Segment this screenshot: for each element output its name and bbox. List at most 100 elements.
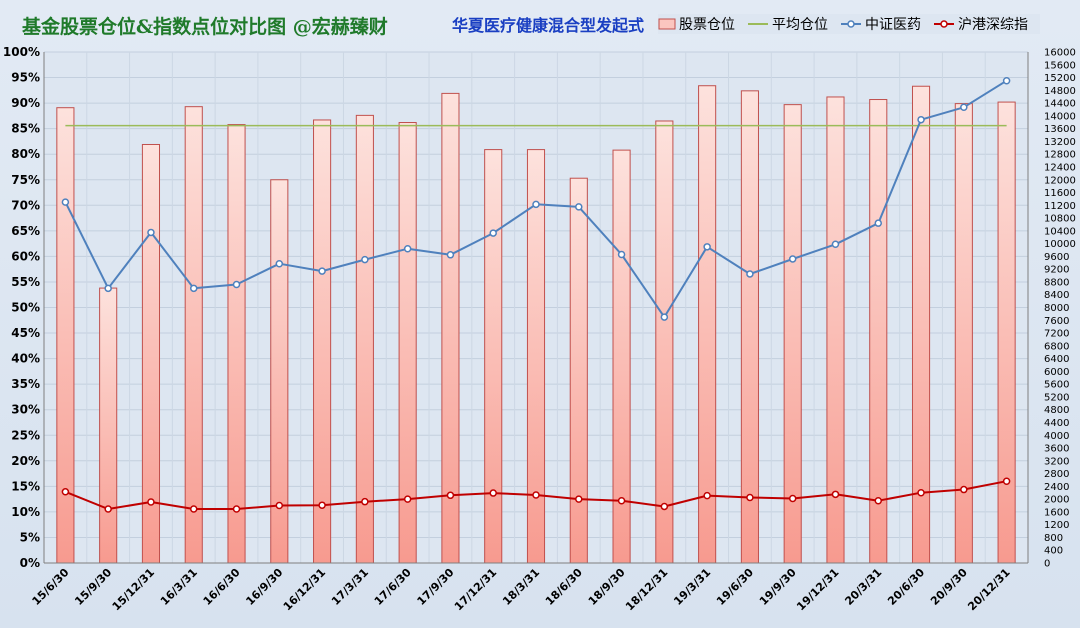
y-left-tick-label: 5% (20, 530, 40, 544)
y-right-tick-label: 14000 (1044, 111, 1076, 122)
y-left-tick-label: 45% (11, 326, 40, 340)
data-point (275, 259, 284, 268)
legend-item-hk-sh-sz-index: 沪港深综指 (933, 14, 1028, 34)
x-tick-label: 16/9/30 (243, 566, 285, 608)
data-point (874, 219, 883, 227)
data-point (960, 103, 968, 112)
legend-label: 中证医药 (865, 17, 921, 33)
line-series (61, 76, 1011, 513)
y-right-tick-label: 14400 (1044, 99, 1076, 110)
x-tick-label: 15/6/30 (30, 566, 72, 608)
data-point (147, 498, 155, 506)
x-tick-label: 17/3/31 (329, 566, 371, 608)
x-tick-label: 19/9/30 (757, 566, 799, 608)
y-left-tick-label: 70% (11, 198, 40, 212)
y-right-tick-label: 15600 (1044, 60, 1076, 71)
y-left-tick-label: 100% (3, 45, 40, 59)
y-left-tick-label: 20% (11, 454, 40, 468)
y-right-tick-label: 2400 (1044, 482, 1069, 493)
data-point (104, 505, 112, 513)
x-tick-label: 18/3/31 (500, 566, 542, 608)
data-point (318, 267, 326, 275)
data-point (189, 505, 198, 513)
y-right-tick-label: 5600 (1044, 380, 1069, 391)
y-right-tick-label: 10400 (1044, 226, 1076, 237)
data-point (575, 495, 583, 503)
y-right-tick-label: 9600 (1044, 252, 1069, 263)
y-right-tick-label: 1200 (1044, 520, 1069, 531)
y-right-tick-label: 8800 (1044, 277, 1069, 288)
data-point (703, 243, 711, 251)
y-right-tick-label: 13600 (1044, 124, 1076, 135)
y-right-tick-label: 4800 (1044, 405, 1069, 416)
bar (569, 177, 588, 564)
y-left-tick-label: 95% (11, 71, 40, 85)
bar (997, 101, 1016, 564)
y-right-tick-label: 8400 (1044, 290, 1069, 301)
y-right-tick-label: 6000 (1044, 367, 1069, 378)
y-right-tick-label: 9200 (1044, 265, 1069, 276)
bar (698, 85, 717, 564)
fund-name: 华夏医疗健康混合型发起式 (452, 16, 645, 35)
y-left-tick-label: 35% (11, 377, 40, 391)
data-point (746, 493, 754, 502)
bar (526, 149, 546, 564)
y-right-tick-label: 0 (1044, 559, 1050, 570)
x-tick-label: 17/9/30 (415, 566, 457, 608)
x-tick-label: 16/6/30 (201, 566, 243, 608)
y-right-tick-label: 400 (1044, 546, 1063, 557)
data-point (575, 203, 583, 211)
y-left-tick-label: 60% (11, 249, 40, 263)
data-point (703, 491, 711, 500)
data-point (960, 485, 968, 494)
y-right-tick-label: 14800 (1044, 86, 1076, 97)
data-point (788, 494, 797, 503)
data-point (874, 496, 883, 505)
data-point (660, 502, 669, 511)
data-point (232, 505, 241, 513)
data-point (746, 270, 754, 278)
data-point (446, 251, 455, 259)
data-point (61, 198, 70, 206)
bar (740, 90, 759, 564)
data-point (403, 495, 412, 503)
y-left-tick-label: 40% (11, 352, 40, 366)
x-tick-label: 15/9/30 (72, 566, 114, 608)
legend-label: 股票仓位 (679, 17, 735, 33)
data-point (617, 496, 626, 505)
bar (954, 103, 973, 564)
bar (783, 104, 802, 564)
bar (313, 119, 332, 564)
data-point (403, 244, 412, 253)
x-tick-label: 19/3/31 (671, 566, 713, 608)
data-point (660, 313, 669, 321)
y-left-tick-label: 30% (11, 403, 40, 417)
bar (355, 114, 374, 564)
y-right-tick-label: 800 (1044, 533, 1063, 544)
y-right-tick-label: 11600 (1044, 188, 1076, 199)
data-point (917, 488, 925, 497)
y-right-tick-label: 3600 (1044, 444, 1069, 455)
data-point (532, 200, 540, 209)
data-point (788, 255, 797, 263)
y-left-tick-label: 90% (11, 96, 40, 110)
legend-item-avg-position: 平均仓位 (747, 14, 828, 34)
x-tick-label: 16/3/31 (158, 566, 200, 608)
data-point (361, 255, 369, 264)
legend-item-csi-medicine: 中证医药 (840, 14, 921, 34)
y-right-tick-label: 6400 (1044, 354, 1069, 365)
y-left-tick-label: 65% (11, 224, 40, 238)
y-right-tick-label: 10000 (1044, 239, 1076, 250)
y-right-tick-label: 15200 (1044, 73, 1076, 84)
bar-series (56, 85, 1016, 564)
x-tick-label: 19/12/31 (794, 566, 841, 613)
y-right-tick-label: 7200 (1044, 329, 1069, 340)
x-tick-label: 17/6/30 (372, 566, 414, 608)
bar (227, 124, 246, 564)
y-right-tick-label: 1600 (1044, 507, 1069, 518)
data-point (1002, 76, 1011, 85)
y-right-tick-label: 2000 (1044, 495, 1069, 506)
data-point (1002, 477, 1011, 485)
y-right-tick-label: 16000 (1044, 48, 1076, 59)
